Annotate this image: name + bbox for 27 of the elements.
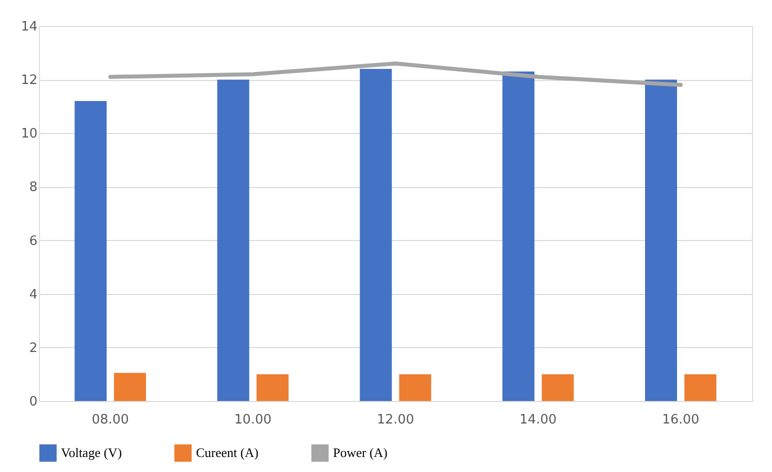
bar: [74, 101, 107, 401]
y-tick-label: 10: [20, 126, 38, 142]
legend-label: Power (A): [333, 445, 388, 460]
bar: [502, 72, 534, 401]
x-tick-label: 10.00: [234, 412, 272, 428]
legend-label: Voltage (V): [61, 445, 122, 460]
bar: [645, 80, 678, 401]
y-tick-label: 4: [29, 287, 38, 302]
x-tick-label: 12.00: [376, 412, 414, 428]
legend-label: Cureent (A): [196, 445, 258, 460]
bar: [542, 374, 574, 401]
x-tick-label: 08.00: [92, 412, 129, 428]
bar: [114, 372, 146, 401]
y-tick-label: 14: [20, 20, 38, 34]
bar: [684, 374, 716, 401]
y-tick-label: 6: [29, 234, 38, 249]
y-tick-label: 12: [20, 73, 38, 88]
y-tick-label: 0: [29, 394, 38, 410]
line-series: [108, 62, 683, 87]
y-tick-label: 8: [29, 180, 38, 196]
x-tick-label: 14.00: [519, 412, 557, 428]
bar: [360, 68, 392, 401]
x-tick-label: 16.00: [662, 412, 700, 428]
bar: [399, 374, 432, 401]
bar: [217, 80, 250, 401]
y-tick-label: 2: [29, 340, 38, 356]
bar: [256, 374, 289, 401]
